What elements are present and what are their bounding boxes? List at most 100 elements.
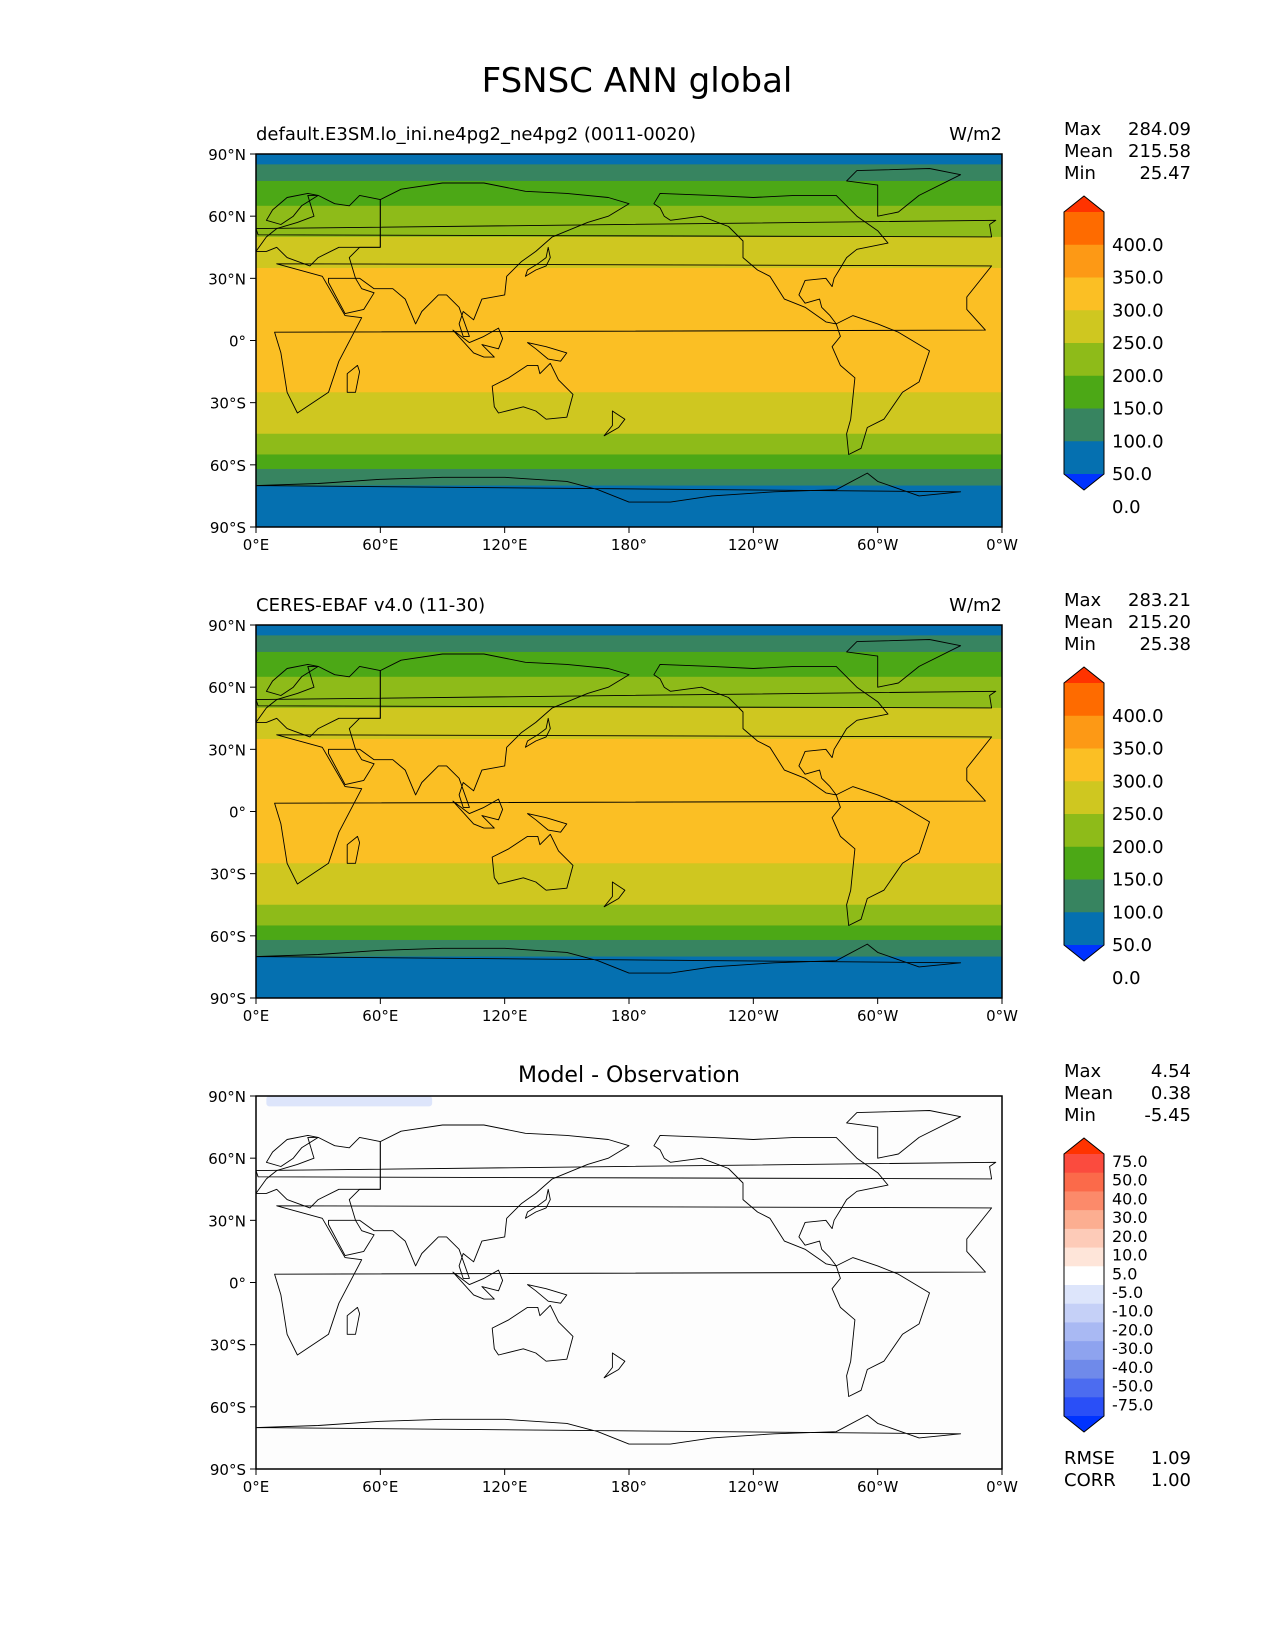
lat-band-0	[256, 625, 1002, 636]
coastline-s-america	[831, 315, 930, 455]
coastline-madagascar	[346, 364, 361, 393]
panel-test-field	[256, 154, 1002, 528]
lon-tick-label: 120°E	[482, 1478, 528, 1496]
stat-min-label: Min	[1064, 634, 1096, 655]
lat-tick-label: 30°N	[208, 741, 246, 759]
lon-tick-label: 120°W	[728, 536, 779, 554]
colorbar-swatch	[1064, 1285, 1104, 1305]
coastline-uk	[255, 219, 997, 238]
colorbar-tick-label: 100.0	[1112, 902, 1164, 923]
panel-difference: Model - Observation 90°N 60°N 30°N 0° 30°S 60…	[208, 1061, 1191, 1496]
panel-reference-coastlines	[255, 639, 997, 999]
stat-max-value: 284.09	[1128, 119, 1191, 140]
colorbar-swatch	[1064, 1210, 1104, 1230]
coastline-new-zealand	[603, 1352, 626, 1379]
lon-tick-label: 0°E	[243, 1007, 270, 1025]
metric-corr-value: 1.00	[1151, 1470, 1191, 1491]
lon-tick-label: 60°E	[362, 1478, 398, 1496]
lat-band-8	[256, 454, 1002, 470]
colorbar-tick-label: -20.0	[1112, 1320, 1153, 1339]
lat-tick-label: 60°N	[208, 1150, 246, 1168]
stat-min-label: Min	[1064, 1105, 1096, 1126]
panel-reference-colorbar: 400.0 350.0 300.0 250.0 200.0 150.0 100.0 50.0 0…	[1063, 666, 1164, 989]
coastline-africa	[274, 734, 993, 885]
coastline-indonesia	[452, 1269, 504, 1300]
lat-tick-label: 60°S	[210, 1399, 246, 1417]
lat-tick-label: 90°S	[210, 1461, 246, 1479]
colorbar-tick-label: 100.0	[1112, 431, 1164, 452]
panel-test-colorbar: 400.0 350.0 300.0 250.0 200.0 150.0 100.0 50.0 0…	[1063, 195, 1164, 518]
colorbar-extend-max	[1064, 1138, 1104, 1154]
lon-tick-label: 60°W	[857, 536, 899, 554]
lat-tick-label: 90°N	[208, 1088, 246, 1106]
lat-band-8	[256, 925, 1002, 941]
lat-band-0	[256, 154, 1002, 165]
coastline-s-america	[831, 1257, 930, 1397]
panel-test-title: default.E3SM.lo_ini.ne4pg2_ne4pg2 (0011-…	[256, 124, 696, 145]
lon-tick-label: 0°E	[243, 1478, 270, 1496]
coastline-japan	[524, 1188, 551, 1219]
colorbar-tick-label: 20.0	[1112, 1227, 1148, 1246]
colorbar-extend-max	[1064, 196, 1104, 212]
colorbar-tick-label: 5.0	[1112, 1264, 1137, 1283]
stat-max-label: Max	[1064, 590, 1102, 611]
coastline-new-zealand	[603, 881, 626, 908]
diff-patch-0	[266, 1096, 433, 1107]
coastline-antarctica	[255, 1414, 962, 1470]
coastline-arabia	[328, 748, 375, 786]
stat-max-label: Max	[1064, 1061, 1102, 1082]
lat-tick-label: 30°N	[208, 1212, 246, 1230]
coastline-asia	[348, 1124, 630, 1279]
lat-band-9	[256, 468, 1002, 487]
colorbar-tick-label: 150.0	[1112, 399, 1164, 420]
coastline-japan	[524, 717, 551, 748]
colorbar-swatch	[1064, 1154, 1104, 1174]
panel-difference-title: Model - Observation	[518, 1063, 740, 1088]
colorbar-tick-label: 150.0	[1112, 870, 1164, 891]
lon-tick-label: 0°E	[243, 536, 270, 554]
stat-max-label: Max	[1064, 119, 1102, 140]
colorbar-tick-label: -75.0	[1112, 1395, 1153, 1414]
colorbar-tick-label: -5.0	[1112, 1283, 1143, 1302]
panel-reference-lat-ticks: 90°N 60°N 30°N 0° 30°S 60°S 90°S	[208, 617, 256, 1008]
lat-band-9	[256, 939, 1002, 958]
lat-tick-label: 90°S	[210, 519, 246, 537]
coastline-new-zealand	[603, 410, 626, 437]
colorbar-swatch	[1064, 814, 1104, 848]
lat-tick-label: 0°	[229, 333, 246, 351]
coastline-madagascar	[346, 1306, 361, 1335]
panel-test-coastlines	[255, 168, 997, 528]
coastline-japan	[524, 246, 551, 277]
colorbar-swatch	[1064, 1322, 1104, 1342]
panel-difference-field	[266, 1096, 433, 1107]
panel-reference-title: CERES-EBAF v4.0 (11-30)	[256, 595, 485, 616]
coastline-scandinavia	[265, 1134, 319, 1167]
colorbar-extend-max	[1064, 667, 1104, 683]
coastline-uk	[255, 1161, 997, 1180]
colorbar-tick-label: 400.0	[1112, 706, 1164, 727]
lat-tick-label: 60°N	[208, 679, 246, 697]
colorbar-swatch	[1064, 1228, 1104, 1248]
coastline-madagascar	[346, 835, 361, 864]
lat-tick-label: 90°N	[208, 146, 246, 164]
panel-difference-lat-ticks: 90°N 60°N 30°N 0° 30°S 60°S 90°S	[208, 1088, 256, 1479]
colorbar-tick-label: -40.0	[1112, 1358, 1153, 1377]
lat-tick-label: 90°S	[210, 990, 246, 1008]
lat-band-1	[256, 635, 1002, 653]
stat-min-value: -5.45	[1144, 1105, 1191, 1126]
colorbar-extend-min	[1064, 945, 1104, 961]
lat-band-2	[256, 651, 1002, 678]
colorbar-tick-label: -50.0	[1112, 1377, 1153, 1396]
colorbar-tick-label: 75.0	[1112, 1152, 1148, 1171]
panel-test-lat-ticks: 90°N 60°N 30°N 0° 30°S 60°S 90°S	[208, 146, 256, 537]
panel-difference-stats: Max 4.54 Mean 0.38 Min -5.45	[1064, 1061, 1191, 1126]
lat-tick-label: 30°S	[210, 866, 246, 884]
stat-mean-value: 215.20	[1128, 612, 1191, 633]
coastline-australia	[491, 833, 574, 891]
colorbar-tick-label: 10.0	[1112, 1246, 1148, 1265]
coastline-new-guinea	[527, 813, 568, 833]
colorbar-tick-label: 350.0	[1112, 268, 1164, 289]
colorbar-outline	[1063, 666, 1105, 962]
lat-band-6	[256, 392, 1002, 435]
